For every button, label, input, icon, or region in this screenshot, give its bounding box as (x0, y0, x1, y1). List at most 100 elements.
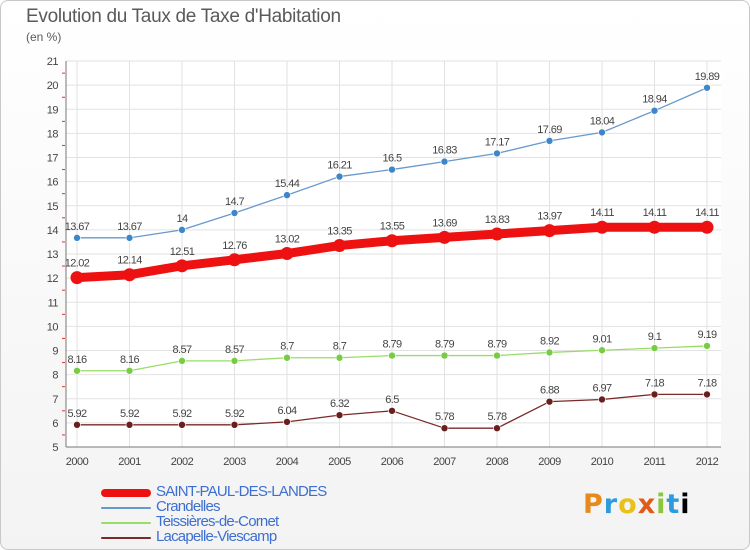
data-label: 5.92 (120, 408, 139, 420)
data-point (283, 191, 291, 199)
legend-swatch (101, 537, 151, 539)
data-point (73, 366, 81, 375)
x-tick-label: 2002 (171, 456, 194, 468)
data-point (493, 149, 501, 158)
data-point (178, 226, 186, 234)
logo-letter: o (618, 489, 638, 520)
data-label: 8.79 (487, 339, 506, 351)
data-point (545, 137, 554, 145)
data-label: 8.7 (333, 341, 347, 353)
y-tick-label: 19 (47, 104, 59, 116)
data-label: 14.11 (643, 207, 667, 219)
x-tick-label: 2001 (118, 456, 141, 468)
data-point (545, 397, 554, 406)
data-label: 9.01 (592, 333, 611, 345)
legend-swatch (101, 489, 151, 497)
data-label: 13.67 (117, 221, 142, 233)
data-point (388, 351, 396, 360)
data-label: 17.17 (485, 136, 510, 148)
data-label: 12.76 (222, 240, 247, 252)
data-point (178, 421, 186, 429)
data-label: 8.16 (67, 354, 86, 366)
x-tick-label: 2008 (486, 456, 509, 468)
data-point (125, 234, 134, 242)
data-label: 14 (176, 213, 188, 225)
y-tick-label: 8 (52, 370, 58, 382)
data-point (648, 220, 661, 234)
data-label: 12.02 (65, 258, 90, 270)
data-label: 6.32 (330, 398, 349, 410)
series-teissi-res-de-cornet: 8.16 8.16 8.57 8.57 8.7 8.7 8.79 8.79 8.79 8.92 9.… (67, 329, 718, 375)
y-tick-label: 6 (52, 418, 58, 430)
y-tick-label: 7 (52, 394, 58, 406)
logo-letter: x (637, 489, 657, 520)
data-point (650, 344, 659, 352)
data-label: 13.83 (485, 214, 510, 226)
data-label: 6.97 (592, 382, 611, 394)
data-point (73, 421, 81, 429)
x-tick-label: 2005 (328, 456, 351, 468)
data-point (650, 390, 659, 399)
data-label: 8.57 (172, 344, 191, 356)
data-point (493, 424, 501, 432)
x-tick-label: 2003 (223, 456, 246, 468)
data-label: 12.14 (117, 255, 142, 267)
data-label: 16.21 (327, 160, 352, 172)
data-point (283, 353, 291, 362)
data-label: 5.92 (172, 408, 191, 420)
data-label: 9.19 (697, 329, 716, 341)
data-label: 16.5 (382, 153, 401, 165)
x-tick-label: 2007 (433, 456, 456, 468)
data-label: 13.97 (537, 211, 562, 223)
data-label: 8.57 (225, 344, 244, 356)
data-label: 5.92 (225, 408, 244, 420)
x-tick-label: 2010 (591, 456, 614, 468)
y-tick-label: 15 (47, 201, 59, 213)
data-point (490, 227, 504, 241)
data-point (595, 220, 609, 234)
legend-label: Teissières-de-Cornet (156, 513, 279, 530)
x-tick-label: 2011 (644, 456, 666, 468)
data-point (335, 172, 344, 181)
y-tick-label: 16 (47, 177, 59, 189)
x-tick-label: 2009 (538, 456, 561, 468)
series-crandelles: 13.67 13.67 14 14.7 15.44 16.21 16.5 16.83 17.17… (65, 71, 720, 242)
y-tick-label: 20 (47, 80, 59, 92)
y-tick-label: 5 (52, 442, 58, 454)
data-label: 6.04 (277, 405, 296, 417)
data-point (598, 346, 606, 355)
data-point (703, 342, 711, 350)
legend-label: SAINT-PAUL-DES-LANDES (156, 483, 327, 500)
logo-letter: r (603, 489, 619, 520)
data-point (70, 271, 84, 285)
legend-label: Lacapelle-Viescamp (156, 528, 277, 545)
data-label: 5.78 (487, 411, 506, 423)
chart-title: Evolution du Taux de Taxe d'Habitation (26, 6, 341, 27)
legend-item: Teissières-de-Cornet (101, 513, 421, 531)
chart-subtitle: (en %) (26, 30, 62, 44)
data-point (703, 83, 711, 92)
series-saint-paul-des-landes: 12.02 12.14 12.51 12.76 13.02 13.35 13.55 13.69… (65, 207, 720, 285)
data-point (545, 348, 554, 357)
y-tick-label: 13 (47, 249, 59, 261)
data-label: 5.92 (67, 408, 86, 420)
data-label: 6.88 (540, 385, 559, 397)
data-label: 8.16 (120, 354, 139, 366)
data-point (333, 239, 346, 253)
data-label: 12.51 (170, 246, 195, 258)
y-tick-label: 11 (48, 297, 59, 309)
data-point (598, 395, 606, 404)
x-tick-label: 2004 (276, 456, 299, 468)
data-label: 15.44 (275, 178, 300, 190)
data-label: 14.11 (590, 207, 614, 219)
data-point (440, 157, 449, 166)
y-tick-label: 9 (52, 346, 58, 358)
data-point (703, 390, 711, 399)
y-tick-label: 14 (47, 225, 59, 237)
data-label: 8.7 (280, 341, 294, 353)
series-lacapelle-viescamp: 5.92 5.92 5.92 5.92 6.04 6.32 6.5 5.78 5.78 6.88 6… (67, 377, 718, 432)
data-point (438, 230, 451, 244)
proxiti-logo: Proxiti (583, 489, 691, 520)
